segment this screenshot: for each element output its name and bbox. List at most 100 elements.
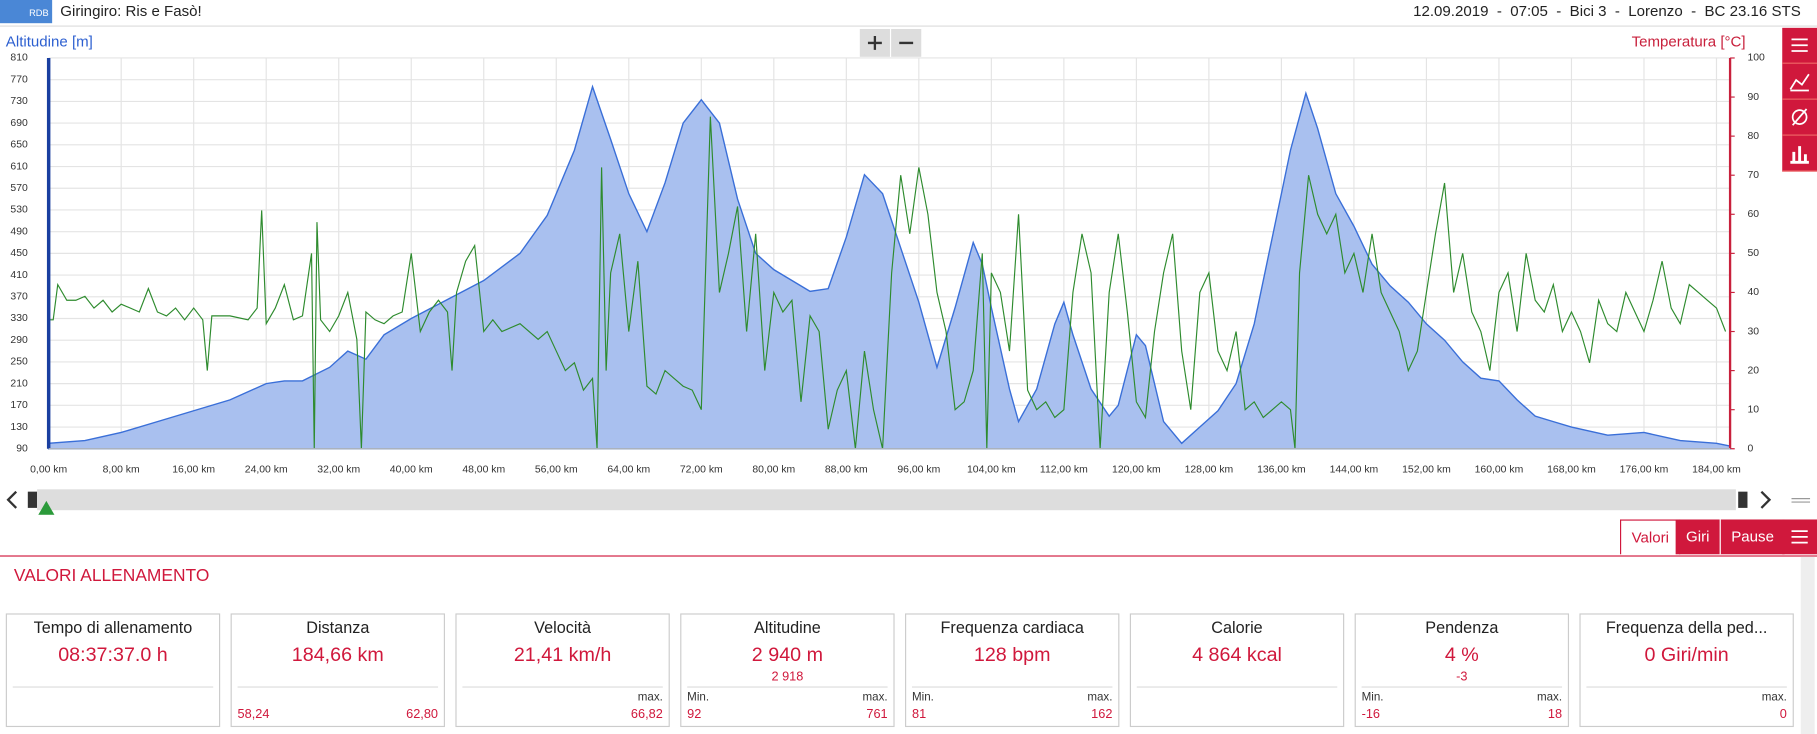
chart: 90 130 170 210 250 290 330 370 410 450 490 530 570 61… [10, 53, 1765, 476]
card-title: Tempo di allenamento [33, 618, 193, 637]
scrollbar[interactable] [1800, 556, 1815, 734]
y-tick-label: 730 [10, 96, 28, 107]
divider [12, 686, 214, 688]
y-tick-label: 410 [10, 270, 28, 281]
min-label: Min. [1361, 691, 1384, 704]
card-value: 2 940 m [751, 643, 824, 666]
x-tick-label: 120,00 km [1112, 464, 1161, 475]
y-tick-label: 210 [10, 378, 28, 389]
card-sub-value: -3 [1456, 670, 1468, 685]
x-tick-label: 64,00 km [607, 464, 650, 475]
top-bar: RDB Giringiro: Ris e Fasò! 12.09.2019 - … [0, 0, 1817, 27]
card-value: 128 bpm [973, 643, 1051, 666]
y-axis-label[interactable]: Altitudine [m] [5, 32, 93, 50]
x-tick-label: 80,00 km [752, 464, 795, 475]
min-value: -16 [1361, 707, 1381, 722]
card-value: 08:37:37.0 h [58, 643, 168, 666]
max-value: 162 [1091, 707, 1113, 722]
max-value: 66,82 [630, 707, 663, 722]
bars-button[interactable] [1782, 136, 1817, 172]
tab[interactable]: Pause [1719, 519, 1785, 555]
section-title: VALORI ALLENAMENTO [13, 565, 210, 586]
temperature-line [48, 116, 1727, 449]
tab-row [0, 519, 1817, 557]
y2-tick-label: 30 [1747, 326, 1759, 337]
y-tick-label: 250 [10, 357, 28, 368]
stat-card: Tempo di allenamento 08:37:37.0 h [5, 613, 221, 728]
x-tick-label: 72,00 km [680, 464, 723, 475]
y2-tick-label: 50 [1747, 248, 1759, 259]
card-title: Velocità [534, 618, 592, 637]
x-tick-label: 16,00 km [172, 464, 215, 475]
max-value: 0 [1779, 707, 1787, 722]
stat-card: Distanza 184,66 km 58,24 62,80 [230, 613, 445, 728]
x-tick-label: 40,00 km [390, 464, 433, 475]
x-tick-label: 104,00 km [967, 464, 1016, 475]
y-tick-label: 650 [10, 140, 28, 151]
y2-tick-label: 60 [1747, 209, 1759, 220]
zoom-out[interactable] [891, 28, 922, 57]
card-title: Altitudine [754, 618, 821, 637]
logo[interactable]: RDB [0, 0, 53, 24]
min-value: 81 [911, 707, 927, 722]
y2-tick-label: 90 [1747, 92, 1759, 103]
stat-card: Frequenza cardiaca 128 bpm Min. 81 max. 162 [905, 613, 1120, 728]
x-tick-label: 48,00 km [462, 464, 505, 475]
x-tick-label: 112,00 km [1040, 464, 1088, 475]
x-tick-label: 8,00 km [103, 464, 140, 475]
y-tick-label: 170 [10, 400, 28, 411]
x-tick-label: 168,00 km [1547, 464, 1596, 475]
y-tick-label: 130 [10, 422, 28, 433]
y2-tick-label: 70 [1747, 170, 1759, 181]
max-label: max. [1087, 691, 1113, 704]
tab[interactable]: Giri [1675, 519, 1720, 555]
card-title: Frequenza cardiaca [940, 618, 1084, 637]
stat-card: Pendenza 4 % -3 Min. -16 max. 18 [1354, 613, 1570, 728]
y2-axis-label[interactable]: Temperatura [°C] [1631, 32, 1746, 50]
max-label: max. [637, 691, 663, 704]
card-value: 4 864 kcal [1192, 643, 1282, 666]
tab[interactable]: Valori [1620, 519, 1681, 555]
y-tick-label: 770 [10, 74, 28, 85]
range-scroller[interactable] [0, 485, 1817, 515]
stat-card: Calorie 4 864 kcal [1129, 613, 1345, 728]
divider [1361, 686, 1563, 688]
card-value: 4 % [1444, 643, 1479, 666]
max-value: 62,80 [406, 707, 439, 722]
zoom-in[interactable] [859, 28, 890, 57]
divider [1136, 686, 1338, 688]
y2-tick-label: 10 [1747, 404, 1759, 415]
stat-card: Velocità 21,41 km/h max. 66,82 [455, 613, 670, 728]
x-tick-label: 88,00 km [825, 464, 868, 475]
stat-card: Altitudine 2 940 m 2 918 Min. 92 max. 761 [680, 613, 895, 728]
y-tick-label: 690 [10, 118, 28, 129]
x-tick-label: 128,00 km [1185, 464, 1234, 475]
y-tick-label: 570 [10, 183, 28, 194]
card-value: 184,66 km [291, 643, 384, 666]
card-title: Pendenza [1425, 618, 1499, 637]
x-tick-label: 24,00 km [245, 464, 288, 475]
card-value: 21,41 km/h [513, 643, 612, 666]
y2-tick-label: 80 [1747, 131, 1759, 142]
card-sub-value: 2 918 [771, 670, 804, 685]
card-title: Frequenza della ped... [1605, 618, 1768, 637]
y2-tick-label: 0 [1747, 443, 1753, 454]
min-label: Min. [911, 691, 934, 704]
y-tick-label: 330 [10, 313, 28, 324]
workout-info: 12.09.2019 - 07:05 - Bici 3 - Lorenzo - … [1413, 2, 1801, 20]
y-tick-label: 490 [10, 226, 28, 237]
stat-card: Frequenza della ped... 0 Giri/min max. 0 [1579, 613, 1794, 728]
min-value: 58,24 [237, 707, 270, 722]
line-button[interactable] [1782, 64, 1817, 100]
tab-menu[interactable] [1782, 519, 1817, 555]
card-title: Distanza [306, 618, 370, 637]
min-label: Min. [687, 691, 710, 704]
y-tick-label: 530 [10, 205, 28, 216]
divider [462, 686, 663, 688]
divider [237, 686, 439, 688]
avg-button[interactable] [1782, 100, 1817, 136]
list-button[interactable] [1782, 28, 1817, 64]
x-tick-label: 32,00 km [317, 464, 360, 475]
y-tick-label: 90 [16, 443, 28, 454]
